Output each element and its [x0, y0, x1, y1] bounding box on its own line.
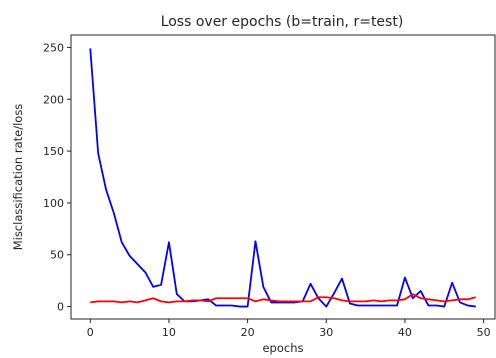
y-tick-label: 200	[43, 93, 64, 106]
y-tick-label: 0	[57, 301, 64, 314]
chart-title: Loss over epochs (b=train, r=test)	[161, 14, 404, 30]
y-tick-label: 250	[43, 41, 64, 54]
x-tick-label: 0	[87, 326, 94, 339]
x-tick-label: 10	[162, 326, 176, 339]
x-tick-label: 30	[319, 326, 333, 339]
y-tick-label: 50	[50, 249, 64, 262]
x-axis-label: epochs	[262, 341, 303, 355]
plot-frame	[70, 34, 496, 320]
x-axis: 0 10 20 30 40 50	[87, 319, 491, 339]
y-axis-label: Misclassification rate/loss	[11, 104, 25, 251]
series-layer	[89, 48, 476, 308]
train-loss-line	[89, 48, 476, 308]
x-tick-label: 40	[398, 326, 412, 339]
test-loss-line	[90, 293, 476, 304]
y-axis: 0 50 100 150 200 250	[43, 41, 71, 314]
y-tick-label: 100	[43, 197, 64, 210]
y-tick-label: 150	[43, 145, 64, 158]
x-tick-label: 20	[241, 326, 255, 339]
x-tick-label: 50	[477, 326, 491, 339]
plot-area	[70, 34, 496, 320]
